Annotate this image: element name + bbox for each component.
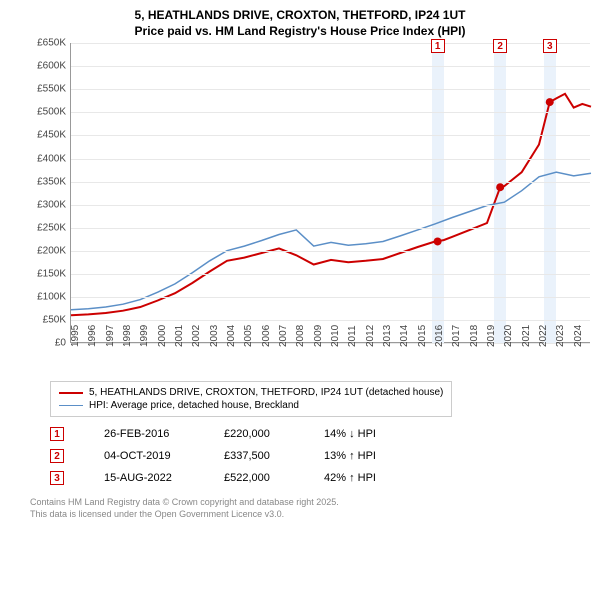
sale-marker-box: 1 bbox=[431, 39, 445, 53]
x-axis-label: 2000 bbox=[157, 325, 168, 347]
sale-price: £220,000 bbox=[224, 428, 304, 440]
legend-swatch bbox=[59, 405, 83, 406]
x-axis-label: 1999 bbox=[139, 325, 150, 347]
sale-dot bbox=[496, 183, 504, 191]
x-axis-label: 2009 bbox=[313, 325, 324, 347]
x-axis-label: 2013 bbox=[382, 325, 393, 347]
legend: 5, HEATHLANDS DRIVE, CROXTON, THETFORD, … bbox=[50, 381, 452, 417]
x-axis-label: 2005 bbox=[243, 325, 254, 347]
y-axis-label: £350K bbox=[37, 176, 66, 187]
attribution-line2: This data is licensed under the Open Gov… bbox=[30, 509, 590, 521]
y-axis-label: £150K bbox=[37, 268, 66, 279]
x-axis-label: 1998 bbox=[122, 325, 133, 347]
ygrid bbox=[71, 297, 590, 298]
x-axis-label: 1996 bbox=[87, 325, 98, 347]
sales-table: 1 26-FEB-2016 £220,000 14% ↓ HPI 2 04-OCT-201… bbox=[50, 423, 590, 489]
sale-row: 3 15-AUG-2022 £522,000 42% ↑ HPI bbox=[50, 467, 590, 489]
legend-label: HPI: Average price, detached house, Brec… bbox=[89, 400, 299, 411]
legend-row: HPI: Average price, detached house, Brec… bbox=[59, 399, 443, 412]
y-axis-label: £200K bbox=[37, 245, 66, 256]
ygrid bbox=[71, 251, 590, 252]
x-axis-label: 2010 bbox=[330, 325, 341, 347]
sale-date: 15-AUG-2022 bbox=[104, 472, 204, 484]
series-line bbox=[71, 172, 591, 310]
sale-dot bbox=[546, 98, 554, 106]
sale-marker-box: 3 bbox=[543, 39, 557, 53]
y-axis-label: £650K bbox=[37, 38, 66, 49]
sale-row: 2 04-OCT-2019 £337,500 13% ↑ HPI bbox=[50, 445, 590, 467]
chart-area: 123 £0 £50K £100K £150K £200K £250K £300K £350K… bbox=[30, 43, 590, 373]
y-axis-label: £550K bbox=[37, 84, 66, 95]
x-axis-label: 2008 bbox=[295, 325, 306, 347]
x-axis-label: 2016 bbox=[434, 325, 445, 347]
ygrid bbox=[71, 228, 590, 229]
sale-date: 04-OCT-2019 bbox=[104, 450, 204, 462]
y-axis-label: £50K bbox=[43, 315, 66, 326]
sale-row-marker: 2 bbox=[50, 449, 64, 463]
sale-date: 26-FEB-2016 bbox=[104, 428, 204, 440]
ygrid bbox=[71, 182, 590, 183]
ygrid bbox=[71, 320, 590, 321]
ygrid bbox=[71, 66, 590, 67]
sale-price: £522,000 bbox=[224, 472, 304, 484]
legend-row: 5, HEATHLANDS DRIVE, CROXTON, THETFORD, … bbox=[59, 386, 443, 399]
sale-row-marker: 3 bbox=[50, 471, 64, 485]
page-container: 5, HEATHLANDS DRIVE, CROXTON, THETFORD, … bbox=[0, 0, 600, 590]
ygrid bbox=[71, 159, 590, 160]
attribution-line1: Contains HM Land Registry data © Crown c… bbox=[30, 497, 590, 509]
y-axis-label: £100K bbox=[37, 292, 66, 303]
title-block: 5, HEATHLANDS DRIVE, CROXTON, THETFORD, … bbox=[10, 8, 590, 39]
sale-delta: 42% ↑ HPI bbox=[324, 472, 424, 484]
x-axis-label: 2006 bbox=[261, 325, 272, 347]
y-axis-label: £450K bbox=[37, 130, 66, 141]
y-axis-label: £250K bbox=[37, 222, 66, 233]
x-axis-label: 2023 bbox=[555, 325, 566, 347]
y-axis-label: £500K bbox=[37, 107, 66, 118]
x-axis-label: 2015 bbox=[417, 325, 428, 347]
chart-svg bbox=[71, 43, 591, 343]
ygrid bbox=[71, 274, 590, 275]
y-axis-label: £600K bbox=[37, 61, 66, 72]
x-axis-label: 2012 bbox=[365, 325, 376, 347]
sale-dot bbox=[434, 238, 442, 246]
x-axis-label: 2022 bbox=[538, 325, 549, 347]
x-axis-label: 2003 bbox=[209, 325, 220, 347]
plot: 123 bbox=[70, 43, 590, 343]
ygrid bbox=[71, 43, 590, 44]
sale-price: £337,500 bbox=[224, 450, 304, 462]
x-axis-label: 2021 bbox=[521, 325, 532, 347]
x-axis-label: 2004 bbox=[226, 325, 237, 347]
attribution: Contains HM Land Registry data © Crown c… bbox=[30, 497, 590, 520]
y-axis-label: £0 bbox=[55, 338, 66, 349]
x-axis-label: 2017 bbox=[451, 325, 462, 347]
ygrid bbox=[71, 89, 590, 90]
y-axis-label: £400K bbox=[37, 153, 66, 164]
x-axis-label: 1997 bbox=[105, 325, 116, 347]
x-axis-label: 2018 bbox=[469, 325, 480, 347]
y-axis-label: £300K bbox=[37, 199, 66, 210]
ygrid bbox=[71, 205, 590, 206]
x-axis-label: 2001 bbox=[174, 325, 185, 347]
x-axis-label: 2020 bbox=[503, 325, 514, 347]
x-axis-label: 2011 bbox=[347, 326, 358, 348]
title-line2: Price paid vs. HM Land Registry's House … bbox=[10, 24, 590, 40]
title-line1: 5, HEATHLANDS DRIVE, CROXTON, THETFORD, … bbox=[10, 8, 590, 24]
sale-row: 1 26-FEB-2016 £220,000 14% ↓ HPI bbox=[50, 423, 590, 445]
sale-delta: 13% ↑ HPI bbox=[324, 450, 424, 462]
legend-swatch bbox=[59, 392, 83, 394]
sale-row-marker: 1 bbox=[50, 427, 64, 441]
legend-label: 5, HEATHLANDS DRIVE, CROXTON, THETFORD, … bbox=[89, 387, 443, 398]
sale-delta: 14% ↓ HPI bbox=[324, 428, 424, 440]
x-axis-label: 1995 bbox=[70, 325, 81, 347]
sale-marker-box: 2 bbox=[493, 39, 507, 53]
x-axis-label: 2019 bbox=[486, 325, 497, 347]
x-axis-label: 2007 bbox=[278, 325, 289, 347]
x-axis-label: 2024 bbox=[573, 325, 584, 347]
ygrid bbox=[71, 112, 590, 113]
x-axis-label: 2002 bbox=[191, 325, 202, 347]
x-axis-label: 2014 bbox=[399, 325, 410, 347]
ygrid bbox=[71, 135, 590, 136]
